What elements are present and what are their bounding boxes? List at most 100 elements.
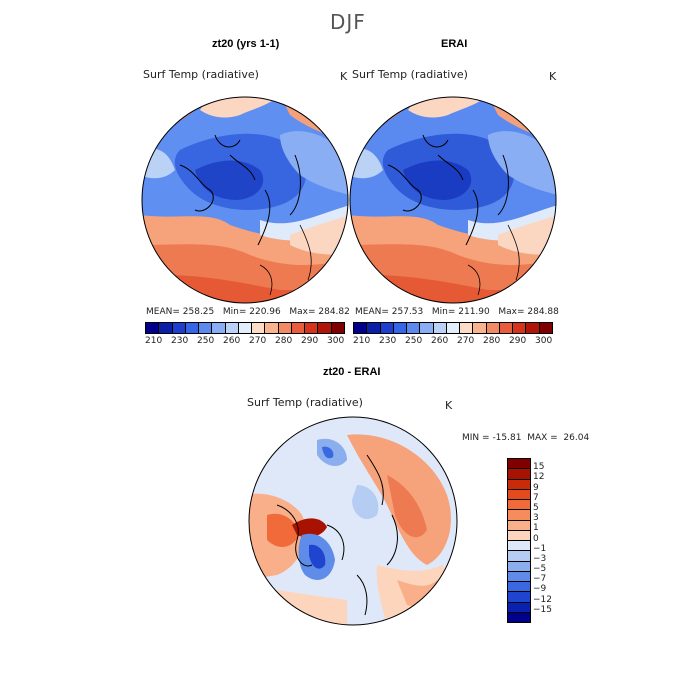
colorbar-tick-label: 230	[171, 336, 189, 346]
colorbar-swatch	[407, 323, 421, 333]
colorbar-tick-label: 290	[301, 336, 319, 346]
colorbar-swatch	[199, 323, 213, 333]
colorbar-swatch	[305, 323, 319, 333]
panel-1-mean-label: MEAN=	[146, 307, 180, 317]
panel-1-min-value: 220.96	[249, 307, 281, 317]
colorbar-tick-label: 300	[327, 336, 345, 346]
colorbar-tick-label: 1	[533, 523, 539, 534]
colorbar-tick-label: 3	[533, 513, 539, 524]
diff-panel-stats: MIN = -15.81 MAX = 26.04	[462, 433, 589, 443]
panel-1-units: K	[340, 70, 348, 83]
panel-2-polar-map	[349, 96, 557, 304]
panel-2-title: ERAI	[441, 38, 468, 50]
colorbar-swatch	[508, 551, 530, 562]
colorbar-swatch	[433, 323, 447, 333]
colorbar-swatch	[354, 323, 368, 333]
panel-1-max-label: Max=	[289, 307, 316, 317]
colorbar-swatch	[172, 323, 186, 333]
panel-1-stats: MEAN= 258.25 Min= 220.96 Max= 284.82	[146, 307, 350, 317]
colorbar-tick-label: 0	[533, 533, 539, 544]
colorbar-swatch	[380, 323, 394, 333]
colorbar-tick-label: −12	[533, 594, 552, 605]
colorbar-tick-label: 9	[533, 482, 539, 493]
panel-2-mean-value: 257.53	[391, 307, 424, 317]
colorbar-tick-label: 260	[223, 336, 241, 346]
colorbar-swatch	[508, 520, 530, 531]
colorbar-swatch	[331, 323, 344, 333]
diff-panel-title: zt20 - ERAI	[323, 366, 381, 378]
colorbar-tick-label: 280	[275, 336, 293, 346]
colorbar-swatch	[508, 602, 530, 613]
colorbar-swatch	[508, 500, 530, 511]
colorbar-tick-label: 210	[353, 336, 371, 346]
panel-2-max-label: Max=	[498, 307, 525, 317]
panel-1-colorbar	[145, 322, 345, 334]
panel-1-title: zt20 (yrs 1-1)	[212, 38, 280, 50]
panel-2-min-value: 211.90	[458, 307, 490, 317]
diff-min-value: -15.81	[492, 433, 522, 443]
colorbar-swatch	[508, 612, 530, 622]
colorbar-swatch	[508, 592, 530, 603]
colorbar-swatch	[185, 323, 200, 333]
figure-title: DJF	[330, 10, 366, 34]
panel-1-variable-label: Surf Temp (radiative)	[143, 68, 259, 81]
panel-1-min-label: Min=	[222, 307, 247, 317]
panel-1-mean-value: 258.25	[182, 307, 215, 317]
colorbar-swatch	[252, 323, 266, 333]
colorbar-swatch	[508, 561, 530, 572]
colorbar-swatch	[225, 323, 239, 333]
colorbar-swatch	[265, 323, 279, 333]
colorbar-tick-label: 230	[379, 336, 397, 346]
colorbar-tick-label: 270	[249, 336, 267, 346]
colorbar-swatch	[291, 323, 306, 333]
colorbar-swatch	[473, 323, 487, 333]
panel-2-map-border	[349, 96, 557, 304]
colorbar-tick-label: −3	[533, 553, 547, 564]
colorbar-swatch	[238, 323, 253, 333]
colorbar-tick-label: 12	[533, 472, 545, 483]
colorbar-tick-label: 250	[405, 336, 423, 346]
diff-panel-variable-label: Surf Temp (radiative)	[247, 396, 363, 409]
colorbar-tick-label: −1	[533, 543, 547, 554]
diff-min-label: MIN =	[462, 433, 490, 443]
diff-max-value: 26.04	[563, 433, 590, 443]
panel-1-polar-map	[141, 96, 349, 304]
colorbar-swatch	[508, 479, 530, 490]
colorbar-tick-label: −9	[533, 584, 547, 595]
colorbar-swatch	[508, 530, 530, 541]
colorbar-swatch	[460, 323, 474, 333]
panel-1-max-value: 284.82	[318, 307, 350, 317]
colorbar-tick-label: 280	[483, 336, 501, 346]
colorbar-tick-label: 7	[533, 492, 539, 503]
colorbar-swatch	[508, 541, 530, 552]
panel-2-units: K	[549, 70, 557, 83]
colorbar-tick-label: 270	[457, 336, 475, 346]
colorbar-swatch	[146, 323, 160, 333]
colorbar-swatch	[393, 323, 408, 333]
diff-panel-polar-map	[248, 416, 458, 626]
colorbar-swatch	[486, 323, 500, 333]
colorbar-swatch	[508, 469, 530, 480]
panel-1-map-border	[141, 96, 349, 304]
colorbar-tick-label: 5	[533, 502, 539, 513]
panel-2-max-value: 284.88	[527, 307, 559, 317]
colorbar-tick-label: 260	[431, 336, 449, 346]
colorbar-swatch	[212, 323, 226, 333]
diff-max-label: MAX =	[527, 433, 558, 443]
colorbar-swatch	[508, 459, 530, 470]
colorbar-tick-label: 290	[509, 336, 527, 346]
diff-panel-map-border	[248, 416, 458, 626]
panel-2-mean-label: MEAN=	[355, 307, 389, 317]
colorbar-swatch	[526, 323, 540, 333]
colorbar-swatch	[318, 323, 332, 333]
colorbar-tick-label: 250	[197, 336, 215, 346]
colorbar-tick-label: 300	[535, 336, 553, 346]
colorbar-swatch	[508, 510, 530, 521]
panel-2-variable-label: Surf Temp (radiative)	[352, 68, 468, 81]
diff-colorbar	[507, 458, 531, 623]
colorbar-swatch	[508, 489, 530, 500]
colorbar-swatch	[367, 323, 381, 333]
colorbar-tick-label: 210	[145, 336, 163, 346]
colorbar-tick-label: −7	[533, 574, 547, 585]
